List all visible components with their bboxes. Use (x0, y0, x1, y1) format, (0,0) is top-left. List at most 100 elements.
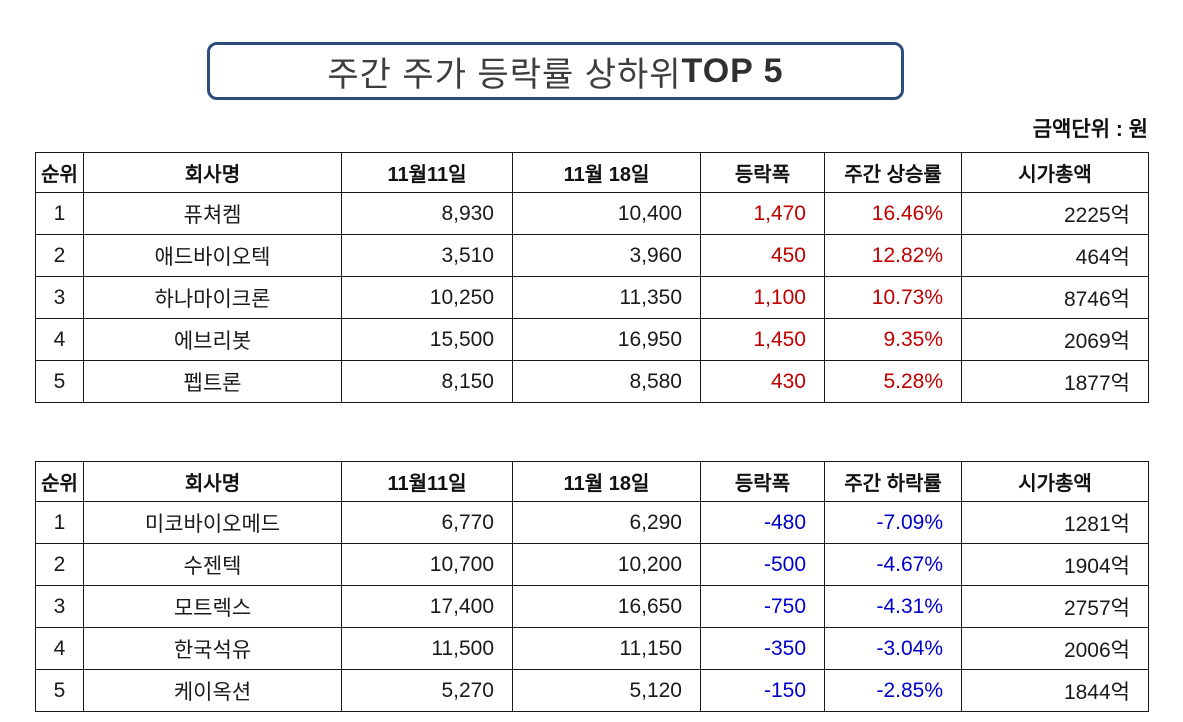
col-header-date-start: 11월11일 (341, 461, 513, 502)
table-row: 5 펩트론 8,150 8,580 430 5.28% 1877억 (35, 360, 1149, 403)
rate-cell: 5.28% (824, 360, 962, 403)
rank-cell: 3 (35, 585, 84, 628)
price-start-cell: 8,150 (341, 360, 513, 403)
col-header-weekly-rate: 주간 하락률 (824, 461, 962, 502)
col-header-company: 회사명 (83, 461, 342, 502)
change-cell: 1,100 (700, 276, 825, 319)
rank-cell: 3 (35, 276, 84, 319)
marketcap-cell: 8746억 (961, 276, 1149, 319)
marketcap-cell: 1904억 (961, 543, 1149, 586)
rank-cell: 5 (35, 360, 84, 403)
rank-cell: 1 (35, 501, 84, 544)
price-end-cell: 8,580 (512, 360, 701, 403)
company-cell: 수젠텍 (83, 543, 342, 586)
change-cell: 1,450 (700, 318, 825, 361)
col-header-marketcap: 시가총액 (961, 152, 1149, 193)
table-gap (0, 403, 1183, 451)
table-row: 3 하나마이크론 10,250 11,350 1,100 10.73% 8746억 (35, 276, 1149, 319)
price-start-cell: 5,270 (341, 669, 513, 712)
table-row: 1 미코바이오메드 6,770 6,290 -480 -7.09% 1281억 (35, 501, 1149, 544)
marketcap-cell: 1281억 (961, 501, 1149, 544)
price-start-cell: 15,500 (341, 318, 513, 361)
price-start-cell: 17,400 (341, 585, 513, 628)
col-header-change: 등락폭 (700, 152, 825, 193)
marketcap-cell: 2757억 (961, 585, 1149, 628)
change-cell: -480 (700, 501, 825, 544)
change-cell: -500 (700, 543, 825, 586)
table-row: 5 케이옥션 5,270 5,120 -150 -2.85% 1844억 (35, 669, 1149, 712)
col-header-company: 회사명 (83, 152, 342, 193)
col-header-weekly-rate: 주간 상승률 (824, 152, 962, 193)
change-cell: 450 (700, 234, 825, 277)
page-title-text: 주간 주가 등락률 상하위 (327, 55, 682, 94)
company-cell: 애드바이오텍 (83, 234, 342, 277)
change-cell: -350 (700, 627, 825, 670)
marketcap-cell: 1877억 (961, 360, 1149, 403)
rate-cell: 16.46% (824, 192, 962, 235)
company-cell: 퓨쳐켐 (83, 192, 342, 235)
change-cell: -750 (700, 585, 825, 628)
price-end-cell: 10,200 (512, 543, 701, 586)
rate-cell: -7.09% (824, 501, 962, 544)
marketcap-cell: 2069억 (961, 318, 1149, 361)
rate-cell: -4.31% (824, 585, 962, 628)
page-title: 주간 주가 등락률 상하위 TOP 5 (207, 42, 904, 100)
page-title-emphasis: TOP 5 (681, 51, 784, 90)
change-cell: -150 (700, 669, 825, 712)
company-cell: 케이옥션 (83, 669, 342, 712)
col-header-date-start: 11월11일 (341, 152, 513, 193)
gainers-rows: 1 퓨쳐켐 8,930 10,400 1,470 16.46% 2225억 2 애드바이오텍 3,… (35, 192, 1149, 403)
table-row: 3 모트렉스 17,400 16,650 -750 -4.31% 2757억 (35, 585, 1149, 628)
company-cell: 한국석유 (83, 627, 342, 670)
price-start-cell: 3,510 (341, 234, 513, 277)
rank-cell: 2 (35, 234, 84, 277)
table-row: 4 한국석유 11,500 11,150 -350 -3.04% 2006억 (35, 627, 1149, 670)
change-cell: 430 (700, 360, 825, 403)
table-row: 1 퓨쳐켐 8,930 10,400 1,470 16.46% 2225억 (35, 192, 1149, 235)
table-row: 2 애드바이오텍 3,510 3,960 450 12.82% 464억 (35, 234, 1149, 277)
unit-note: 금액단위 : 원 (1032, 118, 1148, 141)
col-header-marketcap: 시가총액 (961, 461, 1149, 502)
rank-cell: 4 (35, 627, 84, 670)
price-end-cell: 11,350 (512, 276, 701, 319)
col-header-date-end: 11월 18일 (512, 461, 701, 502)
price-end-cell: 6,290 (512, 501, 701, 544)
company-cell: 모트렉스 (83, 585, 342, 628)
rank-cell: 2 (35, 543, 84, 586)
col-header-date-end: 11월 18일 (512, 152, 701, 193)
table-row: 2 수젠텍 10,700 10,200 -500 -4.67% 1904억 (35, 543, 1149, 586)
price-start-cell: 10,700 (341, 543, 513, 586)
price-start-cell: 6,770 (341, 501, 513, 544)
price-end-cell: 11,150 (512, 627, 701, 670)
price-start-cell: 8,930 (341, 192, 513, 235)
col-header-rank: 순위 (35, 152, 84, 193)
company-cell: 미코바이오메드 (83, 501, 342, 544)
rate-cell: 9.35% (824, 318, 962, 361)
col-header-change: 등락폭 (700, 461, 825, 502)
col-header-rank: 순위 (35, 461, 84, 502)
price-end-cell: 16,950 (512, 318, 701, 361)
company-cell: 하나마이크론 (83, 276, 342, 319)
page: 주간 주가 등락률 상하위 TOP 5 금액단위 : 원 순위 회사명 11월1… (0, 42, 1183, 712)
marketcap-cell: 464억 (961, 234, 1149, 277)
rate-cell: -2.85% (824, 669, 962, 712)
rate-cell: -3.04% (824, 627, 962, 670)
losers-header-row: 순위 회사명 11월11일 11월 18일 등락폭 주간 하락률 시가총액 (35, 461, 1149, 502)
marketcap-cell: 2006억 (961, 627, 1149, 670)
rate-cell: 12.82% (824, 234, 962, 277)
marketcap-cell: 1844억 (961, 669, 1149, 712)
price-end-cell: 10,400 (512, 192, 701, 235)
table-row: 4 에브리봇 15,500 16,950 1,450 9.35% 2069억 (35, 318, 1149, 361)
company-cell: 에브리봇 (83, 318, 342, 361)
rate-cell: 10.73% (824, 276, 962, 319)
gainers-header-row: 순위 회사명 11월11일 11월 18일 등락폭 주간 상승률 시가총액 (35, 152, 1149, 193)
price-end-cell: 5,120 (512, 669, 701, 712)
rank-cell: 5 (35, 669, 84, 712)
price-end-cell: 16,650 (512, 585, 701, 628)
price-end-cell: 3,960 (512, 234, 701, 277)
company-cell: 펩트론 (83, 360, 342, 403)
price-start-cell: 10,250 (341, 276, 513, 319)
price-start-cell: 11,500 (341, 627, 513, 670)
